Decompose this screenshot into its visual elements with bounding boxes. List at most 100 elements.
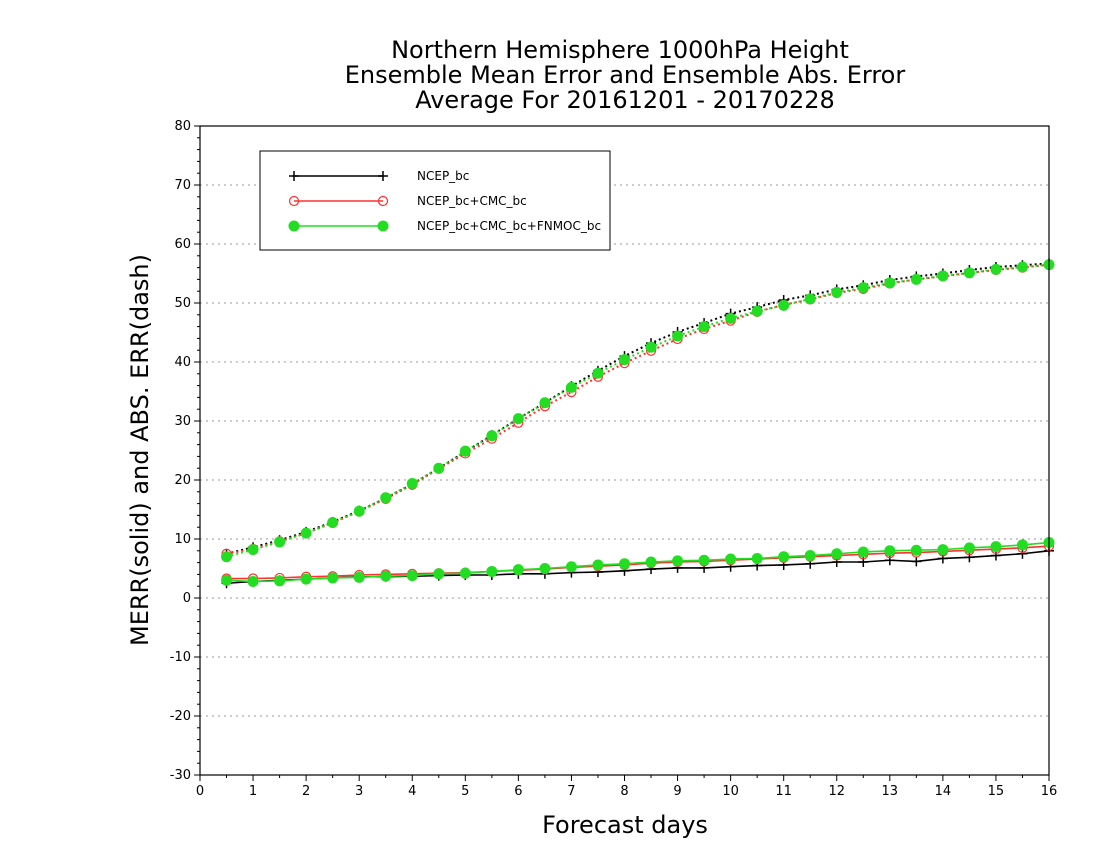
abs-err-point (804, 293, 816, 305)
abs-err-point (486, 430, 498, 442)
x-tick-label: 10 (722, 784, 739, 799)
merr-point (937, 553, 948, 564)
merr-point (857, 546, 869, 558)
y-tick-label: 50 (174, 296, 191, 311)
legend-marker-left (288, 195, 300, 207)
y-axis-label: MERR(solid) and ABS. ERR(dash) (126, 254, 154, 646)
chart-title-line-2: Ensemble Mean Error and Ensemble Abs. Er… (345, 61, 906, 89)
series-abs-err-line (226, 262, 1050, 555)
abs-err-point (963, 267, 975, 279)
x-tick-label: 3 (355, 784, 363, 799)
merr-point (327, 572, 339, 584)
x-axis-label: Forecast days (542, 811, 708, 839)
abs-err-point (539, 397, 551, 409)
chart-title-line-1: Northern Hemisphere 1000hPa Height (391, 36, 849, 64)
merr-point (300, 573, 312, 585)
legend-entry-1: NCEP_bc+CMC_bc (288, 194, 527, 208)
merr-point (565, 561, 577, 573)
abs-err-point (380, 492, 392, 504)
merr-point (1016, 539, 1028, 551)
merr-point (672, 555, 684, 567)
abs-err-point (672, 330, 684, 342)
merr-point (804, 550, 816, 562)
y-tick-label: 0 (183, 591, 191, 606)
merr-point (619, 558, 630, 570)
x-tick-label: 16 (1041, 784, 1058, 799)
merr-point (911, 556, 922, 567)
x-tick-label: 15 (988, 784, 1005, 799)
abs-err-point (937, 270, 949, 282)
legend-label: NCEP_bc+CMC_bc+FNMOC_bc (417, 219, 601, 233)
legend-marker-left (289, 171, 299, 181)
merr-point (247, 575, 259, 587)
series-merr-line (226, 550, 1050, 585)
x-tick-label: 9 (673, 784, 681, 799)
abs-err-point (778, 299, 790, 311)
merr-point (380, 570, 392, 582)
merr-point (964, 552, 975, 563)
merr-point (725, 553, 737, 565)
abs-err-point (831, 286, 843, 298)
abs-err-point (433, 462, 445, 474)
merr-point (751, 552, 763, 564)
abs-err-point (459, 445, 471, 457)
abs-err-point (512, 413, 524, 425)
series-abs-err-line (226, 263, 1050, 558)
abs-err-point (751, 305, 763, 317)
x-tick-label: 0 (196, 784, 204, 799)
merr-point (645, 556, 657, 568)
merr-point (353, 571, 365, 583)
merr-point (1017, 548, 1028, 559)
y-tick-label: -30 (170, 768, 191, 783)
legend-marker-right (377, 220, 389, 232)
x-tick-label: 5 (461, 784, 469, 799)
series-0 (221, 258, 1054, 589)
legend-marker-left (288, 220, 300, 232)
y-tick-label: 70 (174, 178, 191, 193)
x-tick-label: 12 (828, 784, 845, 799)
merr-point (592, 559, 604, 571)
x-tick-label: 4 (408, 784, 416, 799)
abs-err-point (327, 516, 339, 528)
legend-entry-0: NCEP_bc (289, 169, 469, 183)
abs-err-point (857, 282, 869, 294)
merr-point (221, 574, 233, 586)
abs-err-point (990, 263, 1002, 275)
legend: NCEP_bc NCEP_bc+CMC_bc NCEP_bc+CMC_bc+FNMO… (259, 150, 611, 251)
y-tick-label: -10 (170, 650, 191, 665)
merr-point (990, 550, 1001, 561)
x-tick-label: 11 (775, 784, 792, 799)
legend-entry-2: NCEP_bc+CMC_bc+FNMOC_bc (288, 219, 601, 233)
legend-label: NCEP_bc+CMC_bc (417, 194, 527, 208)
y-tick-label: 60 (174, 237, 191, 252)
merr-point (274, 575, 286, 587)
merr-point (539, 563, 551, 574)
merr-point (778, 551, 790, 563)
merr-point (831, 548, 843, 560)
abs-err-point (406, 478, 418, 490)
x-tick-label: 1 (249, 784, 257, 799)
legend-marker-right (377, 195, 389, 207)
x-tick-label: 2 (302, 784, 310, 799)
merr-point (963, 542, 975, 554)
merr-point (698, 554, 710, 566)
merr-point (512, 564, 524, 576)
abs-err-point (910, 273, 922, 285)
merr-point (937, 544, 949, 556)
abs-err-point (1016, 261, 1028, 273)
abs-err-point (221, 551, 233, 563)
series-layer (221, 258, 1055, 589)
y-tick-label: -20 (170, 709, 191, 724)
abs-err-point (247, 544, 259, 556)
y-tick-label: 20 (174, 473, 191, 488)
abs-err-point (300, 527, 312, 539)
y-tick-label: 80 (174, 119, 191, 134)
series-2 (221, 259, 1055, 587)
abs-err-point (353, 505, 365, 517)
x-tick-label: 7 (567, 784, 575, 799)
y-tick-label: 10 (174, 532, 191, 547)
y-tick-label: 40 (174, 355, 191, 370)
